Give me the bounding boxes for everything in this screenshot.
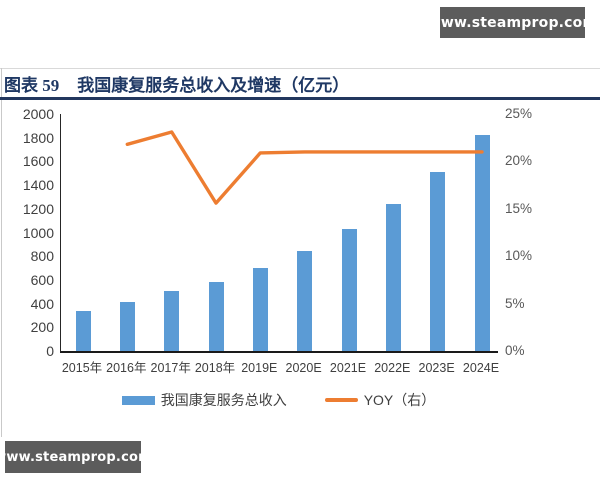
left-tick-400: 400: [30, 295, 54, 312]
legend-item-yoy: YOY（右）: [324, 390, 436, 410]
left-tick-1200: 1200: [22, 200, 54, 217]
figure-label: 图表 59: [4, 75, 60, 95]
bar-2016年: [119, 302, 135, 351]
chart-legend: 我国康复服务总收入 YOY（右）: [60, 391, 497, 409]
x-tick-2023E: 2023E: [418, 361, 455, 375]
right-tick-0%: 0%: [505, 343, 525, 358]
x-tick-2015年: 2015年: [61, 361, 103, 375]
bar-2022E: [385, 203, 401, 351]
legend-line-swatch: [324, 398, 358, 402]
figure-title: 我国康复服务总收入及增速（亿元）: [77, 75, 350, 95]
figure-header: 图表 59 我国康复服务总收入及增速（亿元）: [4, 71, 596, 95]
x-tick-2016年: 2016年: [106, 361, 147, 375]
left-tick-1600: 1600: [22, 153, 54, 170]
header-top-rule: [0, 68, 600, 69]
x-tick-2020E: 2020E: [285, 361, 322, 375]
plot-area: [60, 114, 498, 353]
x-tick-2019E: 2019E: [241, 361, 278, 375]
left-tick-1400: 1400: [22, 177, 54, 194]
legend-item-revenue: 我国康复服务总收入: [121, 390, 287, 410]
bar-2019E: [252, 268, 268, 351]
bar-2021E: [341, 228, 357, 351]
left-tick-2000: 2000: [22, 106, 54, 122]
header-underline-rule: [0, 97, 600, 100]
right-tick-25%: 25%: [505, 106, 533, 121]
legend-label: 我国康复服务总收入: [160, 392, 287, 408]
bar-2018年: [208, 281, 224, 351]
yoy-polyline: [125, 130, 484, 205]
left-tick-0: 0: [46, 343, 54, 359]
bar-2020E: [297, 250, 313, 351]
bar-2023E: [430, 172, 446, 351]
x-tick-2024E: 2024E: [462, 361, 500, 375]
yoy-line-series: [125, 130, 484, 205]
left-tick-1800: 1800: [22, 129, 54, 146]
bar-2017年: [164, 291, 180, 351]
right-tick-10%: 10%: [505, 248, 533, 264]
x-tick-2018年: 2018年: [194, 361, 236, 375]
left-tick-1000: 1000: [22, 224, 54, 241]
right-tick-20%: 20%: [505, 153, 533, 169]
right-tick-5%: 5%: [505, 295, 525, 311]
left-tick-800: 800: [30, 248, 54, 265]
watermark-top-right: www.steamprop.com: [428, 7, 597, 38]
left-tick-200: 200: [30, 319, 54, 336]
left-border-rule: [1, 68, 2, 437]
watermark-bottom-left: www.steamprop.com: [0, 441, 152, 473]
x-tick-2021E: 2021E: [329, 361, 367, 375]
right-tick-15%: 15%: [505, 200, 533, 216]
x-tick-2017年: 2017年: [150, 361, 191, 375]
bar-2015年: [75, 311, 91, 351]
legend-label: YOY（右）: [363, 392, 436, 408]
bar-2024E: [474, 135, 490, 351]
legend-bar-swatch: [121, 395, 155, 405]
left-tick-600: 600: [30, 271, 54, 288]
x-tick-2022E: 2022E: [374, 361, 411, 375]
